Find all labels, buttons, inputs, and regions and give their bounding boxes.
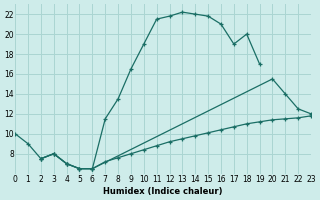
- X-axis label: Humidex (Indice chaleur): Humidex (Indice chaleur): [103, 187, 223, 196]
